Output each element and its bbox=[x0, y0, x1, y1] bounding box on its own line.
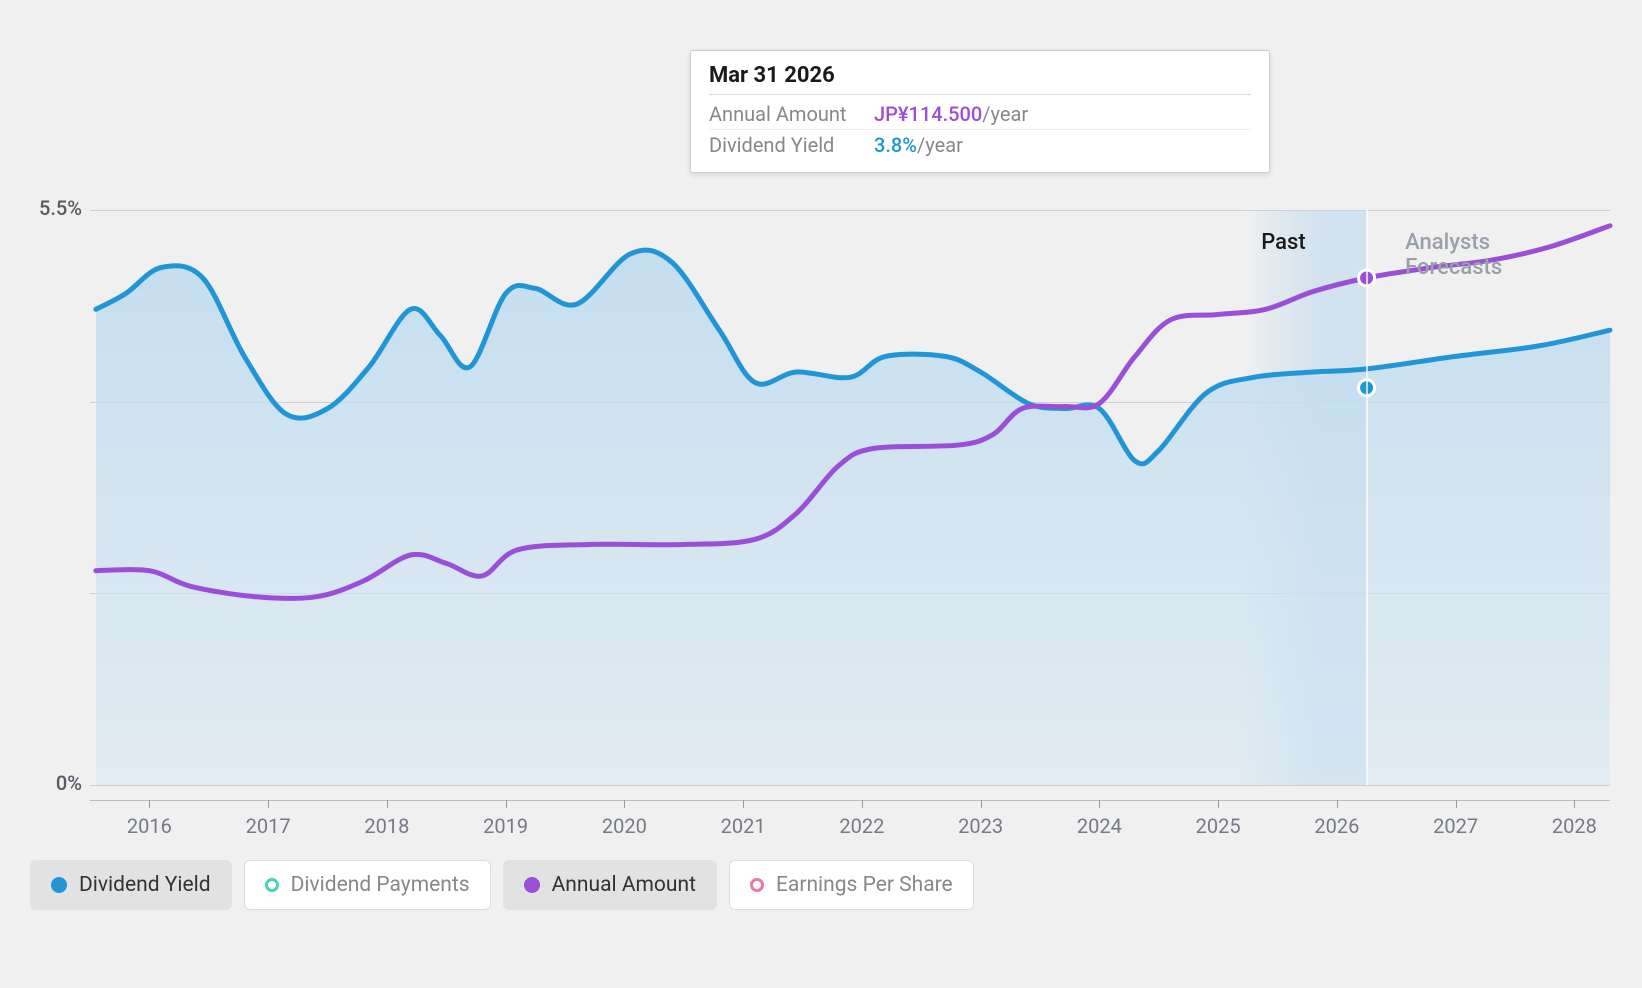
tooltip-row: Dividend Yield3.8%/year bbox=[709, 130, 1251, 160]
tooltip-row-unit: /year bbox=[917, 133, 963, 157]
y-axis-label: 5.5% bbox=[39, 196, 82, 220]
x-tick bbox=[1337, 800, 1338, 808]
x-axis-label: 2022 bbox=[839, 814, 884, 838]
legend-dot-icon bbox=[51, 877, 67, 893]
dividend-yield-area bbox=[96, 250, 1610, 785]
tooltip-row-label: Annual Amount bbox=[709, 102, 874, 126]
legend-item-label: Earnings Per Share bbox=[776, 873, 953, 897]
tooltip-date: Mar 31 2026 bbox=[709, 63, 1251, 95]
x-axis-label: 2026 bbox=[1314, 814, 1359, 838]
x-axis-label: 2027 bbox=[1433, 814, 1478, 838]
legend-item-label: Dividend Yield bbox=[79, 873, 211, 897]
tooltip-row-value: JP¥114.500 bbox=[874, 102, 982, 126]
hover-tooltip: Mar 31 2026 Annual AmountJP¥114.500/year… bbox=[690, 50, 1270, 173]
x-axis-label: 2018 bbox=[364, 814, 409, 838]
x-axis-label: 2017 bbox=[246, 814, 291, 838]
x-axis-label: 2025 bbox=[1196, 814, 1241, 838]
legend-item-label: Annual Amount bbox=[552, 873, 696, 897]
legend-dot-icon bbox=[265, 878, 279, 892]
tooltip-row-label: Dividend Yield bbox=[709, 133, 874, 157]
x-tick bbox=[743, 800, 744, 808]
legend-dot-icon bbox=[750, 878, 764, 892]
x-axis-label: 2028 bbox=[1552, 814, 1597, 838]
x-axis-label: 2024 bbox=[1077, 814, 1122, 838]
tooltip-row: Annual AmountJP¥114.500/year bbox=[709, 99, 1251, 130]
past-region-label: Past bbox=[1261, 230, 1305, 255]
x-tick bbox=[268, 800, 269, 808]
y-axis-label: 0% bbox=[56, 771, 82, 795]
dividend-chart: 0%5.5% PastAnalysts Forecasts 2016201720… bbox=[30, 20, 1612, 840]
x-tick bbox=[506, 800, 507, 808]
x-tick bbox=[981, 800, 982, 808]
x-axis-label: 2016 bbox=[127, 814, 172, 838]
x-axis-label: 2023 bbox=[958, 814, 1003, 838]
legend-item-dividend-payments[interactable]: Dividend Payments bbox=[244, 860, 491, 910]
x-tick bbox=[862, 800, 863, 808]
x-axis-label: 2021 bbox=[721, 814, 766, 838]
legend-item-dividend-yield[interactable]: Dividend Yield bbox=[30, 860, 232, 910]
gridline bbox=[90, 785, 1610, 786]
x-tick bbox=[1574, 800, 1575, 808]
x-axis-label: 2020 bbox=[602, 814, 647, 838]
forecast-region-label: Analysts Forecasts bbox=[1405, 230, 1542, 280]
x-axis-label: 2019 bbox=[483, 814, 528, 838]
legend-dot-icon bbox=[524, 877, 540, 893]
x-tick bbox=[1099, 800, 1100, 808]
tooltip-row-value: 3.8% bbox=[874, 133, 917, 157]
legend-item-eps[interactable]: Earnings Per Share bbox=[729, 860, 974, 910]
tooltip-row-unit: /year bbox=[982, 102, 1028, 126]
x-tick bbox=[149, 800, 150, 808]
chart-legend: Dividend Yield Dividend Payments Annual Am… bbox=[30, 860, 974, 910]
plot-area[interactable]: Past Analysts Forecasts bbox=[90, 210, 1610, 785]
legend-item-annual-amount[interactable]: Annual Amount bbox=[503, 860, 717, 910]
x-tick bbox=[624, 800, 625, 808]
hover-indicator-line bbox=[1366, 210, 1368, 785]
x-tick bbox=[1218, 800, 1219, 808]
x-tick bbox=[387, 800, 388, 808]
x-tick bbox=[1456, 800, 1457, 808]
legend-item-label: Dividend Payments bbox=[291, 873, 470, 897]
x-axis: 2016201720182019202020212022202320242025… bbox=[90, 800, 1610, 830]
